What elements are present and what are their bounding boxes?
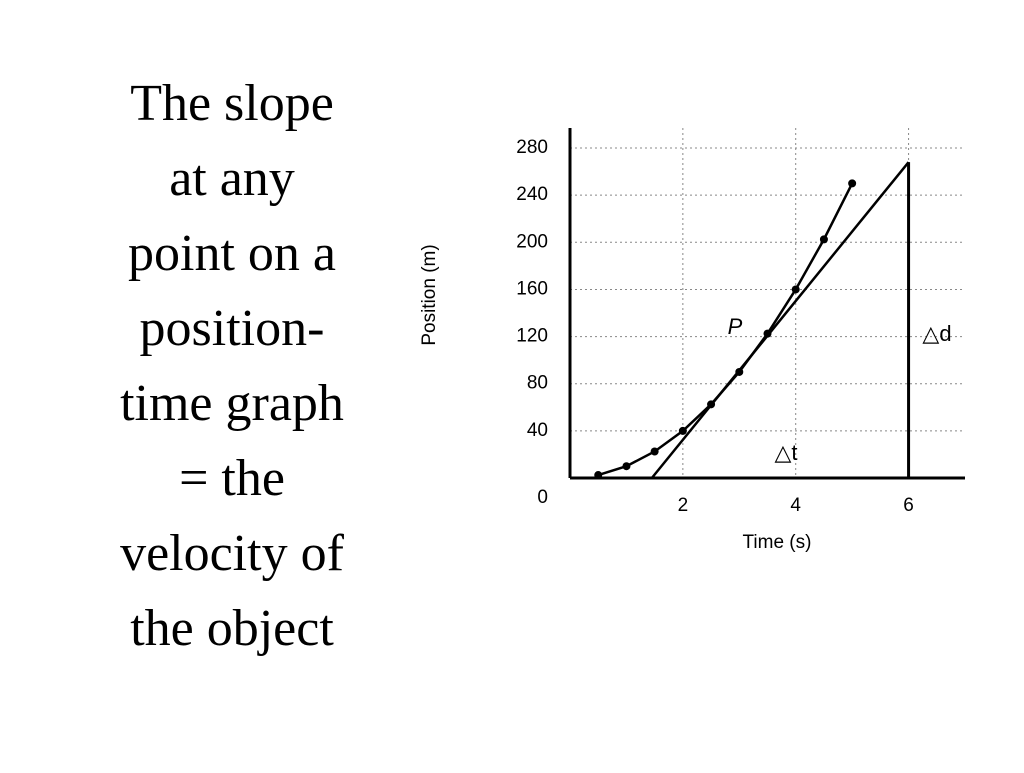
y-tick-label: 240 bbox=[516, 184, 548, 205]
slide-text-line: The slope bbox=[130, 75, 334, 132]
data-point bbox=[848, 179, 857, 188]
annotation: △d bbox=[922, 321, 951, 346]
x-tick-label: 2 bbox=[678, 495, 689, 516]
y-tick-label: 160 bbox=[516, 278, 548, 299]
tangent-line bbox=[650, 161, 910, 479]
y-tick-label: 200 bbox=[516, 231, 548, 252]
slide-text-line: = the bbox=[179, 450, 285, 507]
y-tick-label: 80 bbox=[527, 373, 548, 394]
slide-text-line: at any bbox=[169, 150, 295, 207]
slide-text-line: the object bbox=[130, 600, 334, 657]
slide-text-line: point on a bbox=[128, 225, 336, 282]
data-point bbox=[678, 426, 687, 435]
annotation: P bbox=[728, 314, 743, 339]
data-point bbox=[650, 447, 659, 456]
slide-text-line: time graph bbox=[120, 375, 344, 432]
y-tick-label: 280 bbox=[516, 137, 548, 158]
data-point bbox=[791, 285, 800, 294]
data-point bbox=[622, 462, 631, 471]
slide-text-line: velocity of bbox=[120, 525, 345, 582]
y-tick-label: 0 bbox=[537, 487, 548, 508]
annotation: △t bbox=[774, 440, 797, 465]
x-axis-label: Time (s) bbox=[743, 532, 812, 553]
y-tick-label: 120 bbox=[516, 326, 548, 347]
y-tick-label: 40 bbox=[527, 420, 548, 441]
data-point bbox=[819, 235, 828, 244]
y-axis-label: Position (m) bbox=[419, 244, 440, 345]
slide-text-line: position- bbox=[140, 300, 325, 357]
x-tick-label: 6 bbox=[903, 495, 914, 516]
data-point bbox=[594, 471, 603, 480]
x-tick-label: 4 bbox=[790, 495, 801, 516]
